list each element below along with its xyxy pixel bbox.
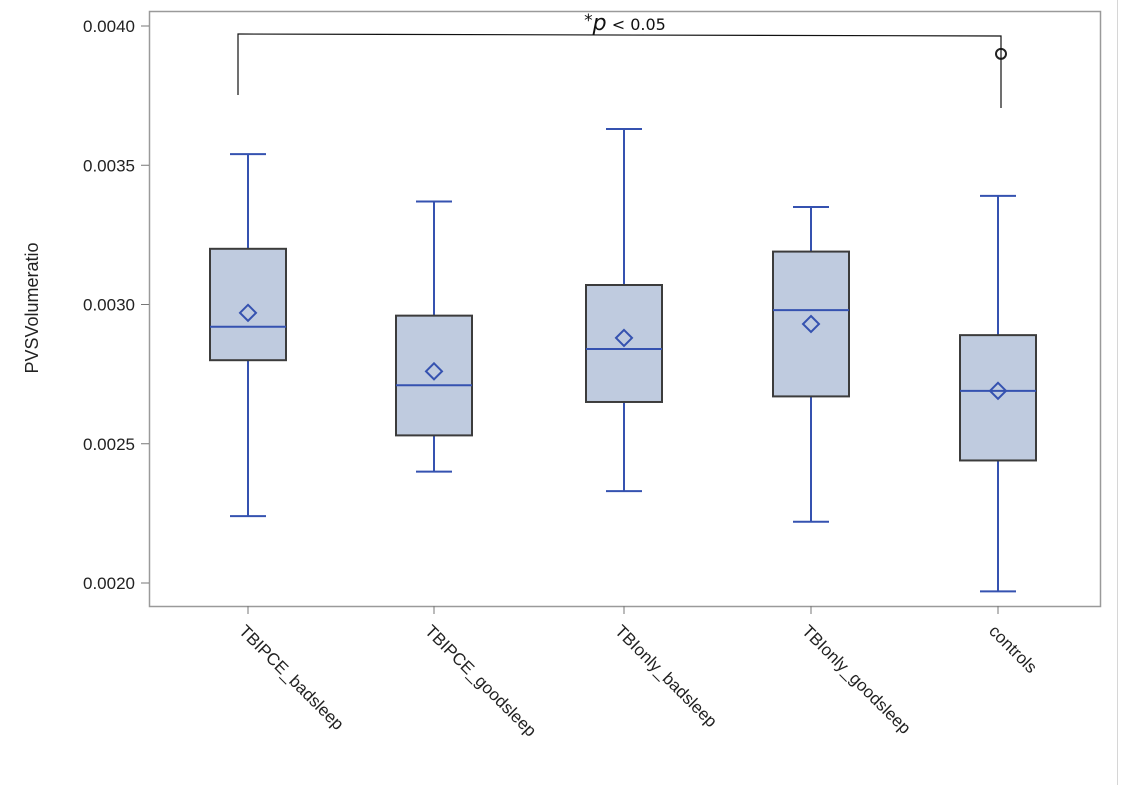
mean-marker [424, 361, 444, 381]
x-tick-label: TBIonly_badsleep [611, 621, 721, 731]
mean-marker [988, 381, 1008, 401]
x-tick-label: TBIPCE_goodsleep [421, 621, 540, 740]
x-tick-label: TBIPCE_badsleep [235, 621, 347, 733]
iqr-box [395, 314, 473, 437]
y-tick-label: 0.0035 [83, 156, 135, 175]
mean-marker [801, 314, 821, 334]
box-TBIPCE_badsleep [209, 153, 287, 518]
box-TBIPCE_goodsleep [395, 200, 473, 473]
y-axis-label: PVSVolumeratio [22, 242, 42, 373]
significance-bracket [237, 33, 1002, 108]
x-tick-label: controls [985, 621, 1041, 677]
box-controls [959, 47, 1037, 593]
mean-marker [238, 303, 258, 323]
y-tick-label: 0.0030 [83, 296, 135, 315]
y-tick-label: 0.0025 [83, 435, 135, 454]
significance-label: *p < 0.05 [584, 11, 666, 36]
significance-annotation: *p < 0.05 [237, 11, 1002, 108]
plot-frame [148, 10, 1102, 608]
y-tick-label: 0.0040 [83, 17, 135, 36]
x-tick-label: TBIonly_goodsleep [798, 621, 914, 737]
iqr-box [772, 250, 850, 398]
mean-marker [614, 328, 634, 348]
boxes [209, 47, 1037, 593]
x-axis: TBIPCE_badsleep TBIPCE_goodsleep TBIonly_b… [235, 606, 1041, 740]
iqr-box [585, 284, 663, 403]
y-tick-label: 0.0020 [83, 574, 135, 593]
box-TBIonly_goodsleep [772, 206, 850, 523]
y-axis: 0.0020 0.0025 0.0030 0.0035 0.0040 [83, 17, 149, 593]
box-TBIonly_badsleep [585, 128, 663, 493]
